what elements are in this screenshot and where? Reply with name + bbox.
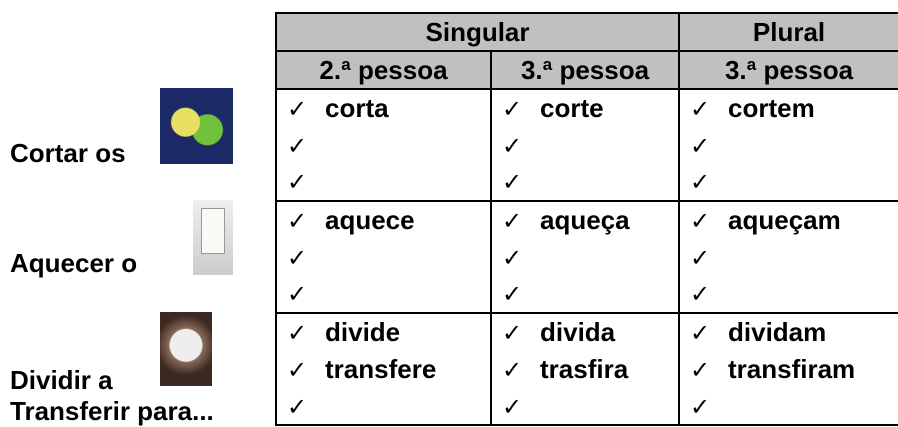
check-mark: ✓: [502, 244, 523, 272]
verb-form: transfiram: [728, 353, 856, 384]
check-mark: ✓: [690, 96, 711, 123]
subheader-cell: 2.ª pessoa: [275, 50, 492, 90]
check-mark: ✓: [502, 281, 523, 309]
header-cell: Singular: [274, 12, 681, 52]
verb-form: divide: [325, 317, 401, 348]
group-row: ✓ aquece ✓ ✓ ✓ aqueça ✓ ✓ ✓ aqueçam ✓ ✓: [275, 200, 898, 315]
cell-line: ✓ transfiram: [680, 351, 898, 388]
cell: ✓ aquece ✓ ✓: [275, 200, 492, 315]
check-mark: ✓: [287, 96, 308, 123]
check-mark: ✓: [502, 356, 523, 384]
cell-line: ✓ divide: [277, 314, 490, 351]
group-row: ✓ corta ✓ ✓ ✓ corte ✓ ✓ ✓ cortem ✓ ✓: [275, 87, 898, 203]
cell: ✓ aqueça ✓ ✓: [489, 200, 681, 315]
subheader-cell: 3.ª pessoa: [678, 50, 898, 90]
cell: ✓ cortem ✓ ✓: [678, 87, 898, 203]
cell-line: ✓: [277, 163, 490, 200]
verb-form: corte: [540, 93, 604, 123]
check-mark: ✓: [690, 320, 711, 348]
cell-line: ✓ corta: [277, 90, 490, 127]
cell: ✓ aqueçam ✓ ✓: [678, 200, 898, 315]
check-mark: ✓: [287, 132, 308, 160]
milk-image: [193, 200, 233, 275]
row-label: Dividir a: [10, 365, 113, 395]
verb-form: aquece: [325, 205, 415, 236]
check-mark: ✓: [502, 132, 523, 160]
flour-image: [160, 312, 212, 386]
cell: ✓ divida ✓ trasfira ✓: [489, 312, 681, 427]
cell-line: ✓: [277, 239, 490, 276]
check-mark: ✓: [287, 169, 308, 197]
conjugation-table: Singular Plural 2.ª pessoa 3.ª pessoa 3.ª p…: [274, 12, 898, 427]
cell-line: ✓: [277, 388, 490, 425]
cell-line: ✓: [492, 388, 678, 425]
verb-form: trasfira: [540, 353, 629, 384]
cell-line: ✓: [680, 127, 898, 164]
verb-form: transfere: [325, 353, 437, 384]
check-mark: ✓: [502, 169, 523, 197]
row-label: Transferir para...: [10, 396, 214, 426]
header-cell: Plural: [678, 12, 898, 52]
cell-line: ✓ transfere: [277, 351, 490, 388]
verb-form: corta: [325, 93, 389, 123]
cell-line: ✓ aquece: [277, 202, 490, 239]
check-mark: ✓: [690, 281, 711, 309]
cell-line: ✓: [277, 127, 490, 164]
cell-line: ✓: [492, 239, 678, 276]
cell-line: ✓: [492, 127, 678, 164]
cell-line: ✓: [680, 275, 898, 312]
check-mark: ✓: [287, 320, 308, 348]
check-mark: ✓: [287, 244, 308, 272]
cell-line: ✓ aqueça: [492, 202, 678, 239]
check-mark: ✓: [502, 320, 523, 348]
check-mark: ✓: [287, 208, 308, 236]
check-mark: ✓: [287, 393, 308, 421]
cell-line: ✓: [680, 388, 898, 425]
cell-line: ✓: [492, 275, 678, 312]
verb-form: dividam: [728, 317, 827, 348]
check-mark: ✓: [287, 356, 308, 384]
check-mark: ✓: [502, 96, 523, 123]
row-label: Aquecer o: [10, 248, 138, 278]
cell: ✓ corta ✓ ✓: [275, 87, 492, 203]
cell-line: ✓ trasfira: [492, 351, 678, 388]
check-mark: ✓: [690, 393, 711, 421]
group-row: ✓ divide ✓ transfere ✓ ✓ divida ✓ trasfira ✓ ✓ divi…: [275, 312, 898, 427]
subheader-cell: 3.ª pessoa: [489, 50, 681, 90]
check-mark: ✓: [690, 132, 711, 160]
cell-line: ✓ divida: [492, 314, 678, 351]
lemons-image: [160, 88, 233, 164]
check-mark: ✓: [690, 356, 711, 384]
cell-line: ✓: [277, 275, 490, 312]
check-mark: ✓: [690, 244, 711, 272]
verb-form: aqueça: [540, 205, 630, 236]
cell-line: ✓ aqueçam: [680, 202, 898, 239]
check-mark: ✓: [502, 208, 523, 236]
check-mark: ✓: [690, 169, 711, 197]
check-mark: ✓: [502, 393, 523, 421]
verb-form: aqueçam: [728, 205, 841, 236]
cell-line: ✓ dividam: [680, 314, 898, 351]
check-mark: ✓: [690, 208, 711, 236]
cell-line: ✓ corte: [492, 90, 678, 127]
verb-form: divida: [540, 317, 616, 348]
cell: ✓ corte ✓ ✓: [489, 87, 681, 203]
cell: ✓ dividam ✓ transfiram ✓: [678, 312, 898, 427]
verb-form: cortem: [728, 93, 815, 123]
cell-line: ✓: [492, 163, 678, 200]
cell-line: ✓: [680, 163, 898, 200]
cell-line: ✓: [680, 239, 898, 276]
row-label: Cortar os: [10, 138, 126, 168]
cell-line: ✓ cortem: [680, 90, 898, 127]
check-mark: ✓: [287, 281, 308, 309]
cell: ✓ divide ✓ transfere ✓: [275, 312, 492, 427]
